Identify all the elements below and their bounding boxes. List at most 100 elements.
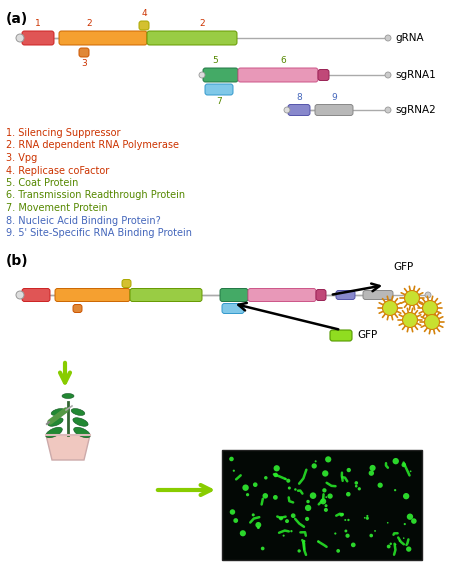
Circle shape <box>351 543 356 547</box>
Circle shape <box>306 500 310 503</box>
Circle shape <box>305 517 309 521</box>
Circle shape <box>305 505 311 511</box>
Text: 6: 6 <box>280 56 286 65</box>
Circle shape <box>246 493 249 497</box>
FancyBboxPatch shape <box>55 289 130 301</box>
Circle shape <box>322 470 328 476</box>
Circle shape <box>390 543 392 545</box>
Circle shape <box>387 522 389 524</box>
Circle shape <box>288 487 291 490</box>
Circle shape <box>16 291 24 299</box>
Circle shape <box>311 463 317 469</box>
FancyBboxPatch shape <box>288 104 310 116</box>
Circle shape <box>322 488 327 492</box>
Circle shape <box>387 544 391 548</box>
Circle shape <box>273 495 278 500</box>
FancyBboxPatch shape <box>363 290 393 300</box>
Circle shape <box>294 488 297 491</box>
Text: sgRNA1: sgRNA1 <box>395 70 436 80</box>
Circle shape <box>334 532 337 535</box>
Text: (a): (a) <box>6 12 28 26</box>
Circle shape <box>358 487 361 490</box>
Text: 2: 2 <box>86 19 92 28</box>
Ellipse shape <box>62 393 74 399</box>
Circle shape <box>411 518 417 524</box>
Circle shape <box>242 484 249 491</box>
Circle shape <box>369 534 373 537</box>
Circle shape <box>346 492 351 497</box>
Ellipse shape <box>48 418 63 426</box>
Circle shape <box>279 516 283 520</box>
FancyBboxPatch shape <box>318 70 329 81</box>
Text: (b): (b) <box>6 254 28 268</box>
FancyBboxPatch shape <box>59 31 147 45</box>
Ellipse shape <box>46 427 62 438</box>
Text: 1: 1 <box>35 19 41 28</box>
FancyBboxPatch shape <box>122 279 131 287</box>
Circle shape <box>255 522 261 528</box>
Circle shape <box>317 540 319 543</box>
Circle shape <box>395 544 396 545</box>
Text: sgRNA2: sgRNA2 <box>395 105 436 115</box>
FancyBboxPatch shape <box>336 290 355 300</box>
Circle shape <box>233 469 235 472</box>
Circle shape <box>291 513 296 518</box>
FancyBboxPatch shape <box>22 289 50 301</box>
Circle shape <box>385 72 391 78</box>
Bar <box>222 450 422 560</box>
Circle shape <box>324 508 328 512</box>
Circle shape <box>283 535 285 537</box>
Circle shape <box>284 107 290 113</box>
Circle shape <box>402 313 418 328</box>
Text: 7: 7 <box>216 97 222 106</box>
Circle shape <box>410 471 411 472</box>
Circle shape <box>325 496 327 498</box>
FancyBboxPatch shape <box>330 330 352 341</box>
Circle shape <box>325 456 331 463</box>
Circle shape <box>364 517 365 518</box>
Circle shape <box>320 498 326 505</box>
Circle shape <box>403 493 410 499</box>
Text: 9: 9 <box>331 93 337 101</box>
FancyBboxPatch shape <box>203 68 238 82</box>
Text: 7. Movement Protein: 7. Movement Protein <box>6 203 108 213</box>
Circle shape <box>345 529 347 532</box>
Circle shape <box>286 479 290 483</box>
Text: 6. Transmission Readthrough Protein: 6. Transmission Readthrough Protein <box>6 191 185 200</box>
FancyBboxPatch shape <box>205 84 233 95</box>
Circle shape <box>369 471 374 476</box>
Circle shape <box>303 540 305 543</box>
Circle shape <box>392 458 399 464</box>
Circle shape <box>233 518 238 523</box>
Circle shape <box>257 526 260 529</box>
Circle shape <box>264 476 267 480</box>
FancyBboxPatch shape <box>316 290 326 301</box>
Circle shape <box>407 514 413 520</box>
Circle shape <box>403 537 404 539</box>
Circle shape <box>325 504 328 507</box>
Circle shape <box>290 530 292 532</box>
FancyBboxPatch shape <box>73 305 82 313</box>
FancyBboxPatch shape <box>147 31 237 45</box>
Circle shape <box>253 482 257 487</box>
Text: 5: 5 <box>213 56 219 65</box>
Circle shape <box>383 301 398 316</box>
Circle shape <box>394 489 396 491</box>
Circle shape <box>346 468 351 472</box>
Circle shape <box>341 513 344 516</box>
Circle shape <box>355 481 358 485</box>
Circle shape <box>263 493 268 499</box>
Circle shape <box>385 35 391 41</box>
Circle shape <box>230 509 235 515</box>
Text: 4: 4 <box>141 9 147 18</box>
Circle shape <box>370 465 376 471</box>
Circle shape <box>374 530 376 532</box>
Circle shape <box>355 485 357 487</box>
Text: 2. RNA dependent RNA Polymerase: 2. RNA dependent RNA Polymerase <box>6 141 179 150</box>
Circle shape <box>346 533 350 538</box>
Polygon shape <box>46 435 90 460</box>
Text: 8: 8 <box>296 93 302 101</box>
Circle shape <box>16 34 24 42</box>
Circle shape <box>366 517 369 520</box>
Circle shape <box>298 550 301 552</box>
